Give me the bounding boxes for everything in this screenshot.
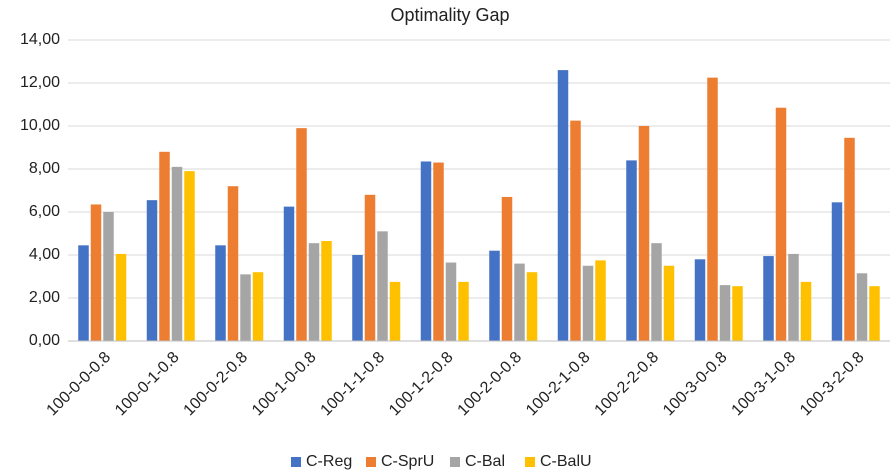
x-tick-label: 100-0-2-0.8 bbox=[181, 349, 252, 420]
y-tick-label: 14,00 bbox=[20, 31, 60, 48]
bar bbox=[364, 194, 376, 341]
bar bbox=[389, 281, 401, 341]
bar bbox=[78, 245, 89, 341]
bar bbox=[240, 274, 251, 341]
bar bbox=[856, 273, 868, 341]
y-tick-label: 8,00 bbox=[29, 160, 60, 177]
bar bbox=[433, 162, 444, 341]
bar bbox=[719, 285, 731, 341]
y-tick-label: 10,00 bbox=[20, 117, 60, 134]
x-tick-label: 100-3-1-0.8 bbox=[729, 349, 800, 420]
bar bbox=[557, 70, 569, 341]
bar bbox=[800, 281, 812, 341]
x-tick-label: 100-0-0-0.8 bbox=[44, 349, 115, 420]
bar bbox=[570, 120, 581, 341]
x-tick-label: 100-2-0-0.8 bbox=[455, 349, 526, 420]
x-tick-label: 100-1-1-0.8 bbox=[318, 349, 389, 420]
bar bbox=[626, 160, 637, 341]
y-tick-label: 0,00 bbox=[29, 332, 60, 349]
bar bbox=[252, 272, 264, 341]
bar bbox=[489, 250, 500, 341]
bar bbox=[763, 256, 774, 341]
x-tick-label: 100-0-1-0.8 bbox=[112, 349, 183, 420]
legend-swatch bbox=[450, 457, 460, 467]
bar bbox=[90, 204, 102, 341]
bar bbox=[159, 151, 170, 341]
bar bbox=[707, 77, 718, 341]
bar bbox=[663, 265, 675, 341]
bar bbox=[651, 243, 662, 341]
bar bbox=[458, 281, 469, 341]
bar bbox=[296, 128, 307, 341]
bar bbox=[526, 272, 538, 341]
x-tick-label: 100-3-0-0.8 bbox=[660, 349, 731, 420]
legend-label: C-BalU bbox=[540, 453, 592, 470]
chart-title: Optimality Gap bbox=[390, 5, 509, 25]
bar bbox=[732, 286, 743, 341]
bar bbox=[775, 107, 787, 341]
bar bbox=[377, 231, 388, 341]
bar bbox=[308, 243, 320, 341]
bar bbox=[321, 241, 332, 341]
bar bbox=[595, 260, 606, 341]
bar bbox=[638, 126, 650, 341]
bar bbox=[420, 161, 432, 341]
bar bbox=[844, 137, 855, 341]
x-tick-label: 100-2-1-0.8 bbox=[523, 349, 594, 420]
y-tick-label: 6,00 bbox=[29, 203, 60, 220]
x-tick-label: 100-2-2-0.8 bbox=[592, 349, 663, 420]
bar bbox=[115, 253, 127, 341]
bar bbox=[103, 212, 114, 341]
bar bbox=[582, 265, 594, 341]
bar bbox=[694, 259, 706, 341]
bar bbox=[514, 263, 525, 341]
y-tick-label: 4,00 bbox=[29, 246, 60, 263]
legend-label: C-Reg bbox=[306, 453, 352, 470]
bar bbox=[146, 200, 158, 341]
bar bbox=[501, 196, 513, 341]
legend-swatch bbox=[525, 457, 535, 467]
x-tick-label: 100-1-2-0.8 bbox=[386, 349, 457, 420]
bar bbox=[215, 245, 226, 341]
bar bbox=[171, 166, 183, 341]
bar bbox=[227, 186, 239, 341]
legend-swatch bbox=[291, 457, 301, 467]
x-tick-label: 100-3-2-0.8 bbox=[797, 349, 868, 420]
bar bbox=[184, 171, 195, 341]
y-tick-label: 12,00 bbox=[20, 74, 60, 91]
legend-label: C-Bal bbox=[465, 453, 505, 470]
bar bbox=[445, 262, 457, 341]
bar bbox=[831, 202, 843, 341]
bar bbox=[283, 206, 295, 341]
legend-label: C-SprU bbox=[381, 453, 434, 470]
bar bbox=[869, 286, 880, 341]
x-tick-label: 100-1-0-0.8 bbox=[249, 349, 320, 420]
y-tick-label: 2,00 bbox=[29, 289, 60, 306]
bar bbox=[788, 253, 799, 341]
bar bbox=[352, 255, 363, 341]
legend-swatch bbox=[366, 457, 376, 467]
